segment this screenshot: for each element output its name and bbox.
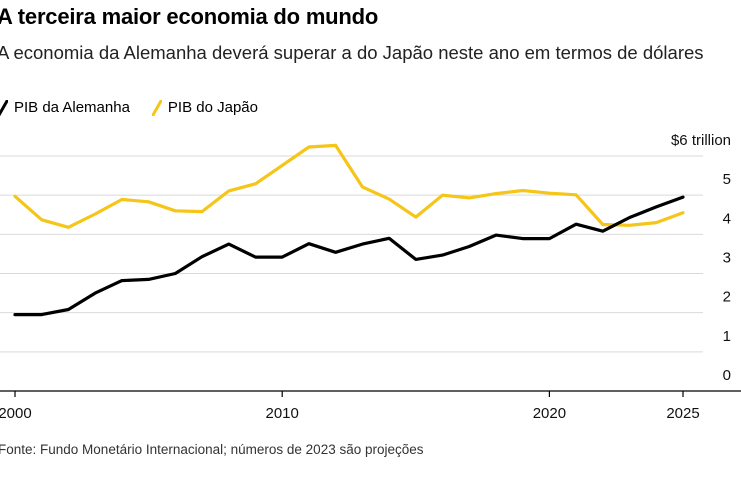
x-tick-label-2020: 2020 bbox=[533, 405, 566, 422]
y-tick-labels: 0 1 2 3 4 5 $6 trillion bbox=[671, 132, 731, 384]
y-tick-label-5: 5 bbox=[723, 171, 731, 188]
legend-swatch-germany bbox=[0, 99, 8, 116]
x-tick-label-2010: 2010 bbox=[266, 405, 299, 422]
legend-item-japan: PIB do Japão bbox=[151, 99, 258, 116]
legend: PIB da Alemanha PIB do Japão bbox=[0, 99, 280, 116]
y-tick-label-6: $6 trillion bbox=[671, 132, 731, 149]
x-axis bbox=[0, 390, 741, 397]
grid-lines bbox=[0, 155, 703, 353]
chart-subtitle: A economia da Alemanha deverá superar a … bbox=[0, 42, 704, 63]
series-line-japan bbox=[13, 143, 685, 229]
x-tick-labels: 2000 2010 2020 2025 bbox=[0, 405, 700, 422]
legend-swatch-japan bbox=[151, 99, 162, 116]
y-tick-label-2: 2 bbox=[723, 289, 731, 306]
y-tick-label-4: 4 bbox=[723, 210, 731, 227]
y-tick-label-1: 1 bbox=[723, 328, 731, 345]
source-note: Fonte: Fundo Monetário Internacional; nú… bbox=[0, 442, 424, 457]
y-tick-label-3: 3 bbox=[723, 250, 731, 267]
legend-label-japan: PIB do Japão bbox=[167, 99, 258, 116]
y-tick-label-0: 0 bbox=[723, 367, 731, 384]
series-lines bbox=[13, 143, 685, 317]
chart-title: A terceira maior economia do mundo bbox=[0, 4, 379, 29]
x-tick-label-2025: 2025 bbox=[666, 405, 699, 422]
legend-item-germany: PIB da Alemanha bbox=[0, 99, 130, 116]
series-line-germany bbox=[13, 195, 685, 317]
x-tick-label-2000: 2000 bbox=[0, 405, 32, 422]
legend-label-germany: PIB da Alemanha bbox=[14, 99, 130, 116]
